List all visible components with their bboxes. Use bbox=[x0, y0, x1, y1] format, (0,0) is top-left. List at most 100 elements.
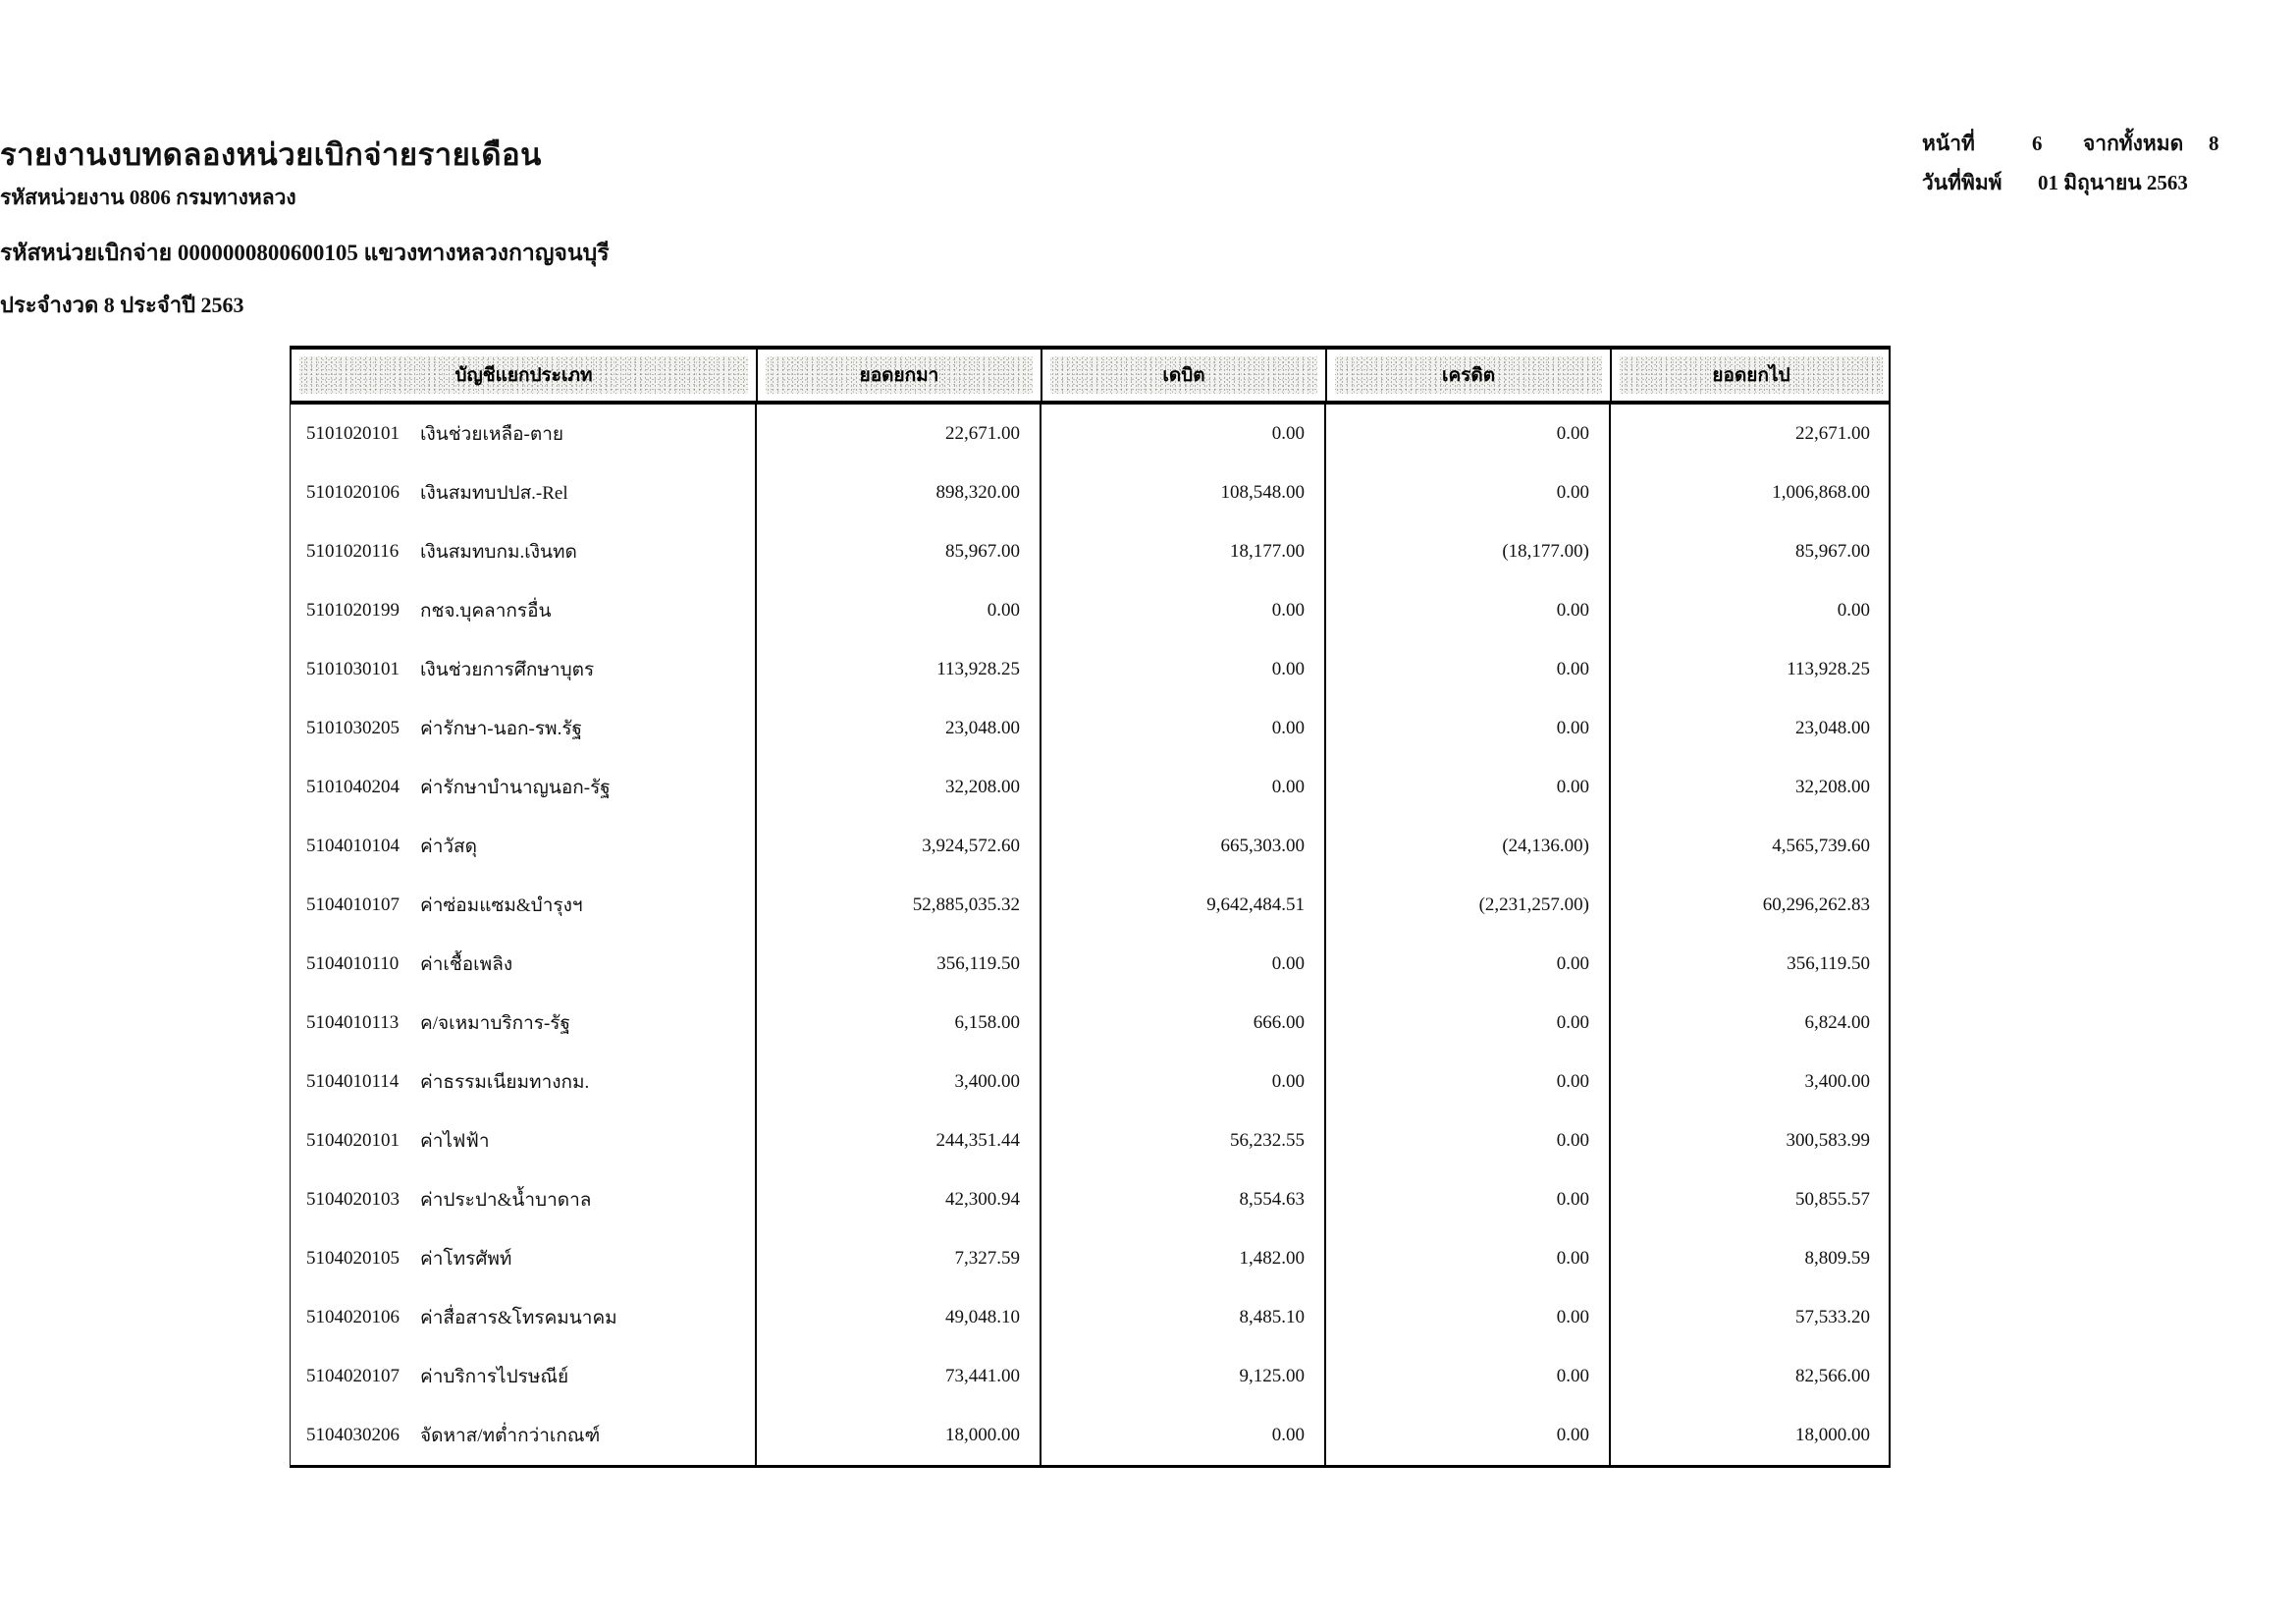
opening-balance-value: 356,119.50 bbox=[757, 935, 1041, 994]
closing-balance-value: 60,296,262.83 bbox=[1762, 894, 1870, 915]
account-cell: 5101020101 เงินช่วยเหลือ-ตาย bbox=[291, 405, 757, 463]
closing-balance-value: 356,119.50 bbox=[1787, 953, 1870, 974]
account-cell: 5101020199 กชจ.บุคลากรอื่น bbox=[291, 581, 757, 640]
table-row: 5101020199 กชจ.บุคลากรอื่น 0.00 0.00 0.0… bbox=[291, 581, 1889, 640]
account-code: 5104030206 bbox=[306, 1425, 400, 1445]
debit-value: 8,485.10 bbox=[1041, 1288, 1326, 1347]
table-row: 5104020106 ค่าสื่อสาร&โทรคมนาคม 49,048.1… bbox=[291, 1288, 1889, 1347]
credit-value: 0.00 bbox=[1326, 758, 1611, 817]
debit-value: 0.00 bbox=[1041, 758, 1326, 817]
closing-balance-value: 57,533.20 bbox=[1795, 1307, 1870, 1327]
closing-balance-value: 6,824.00 bbox=[1804, 1012, 1871, 1033]
credit-value: 0.00 bbox=[1326, 994, 1611, 1053]
account-name: เงินสมทบกม.เงินทด bbox=[420, 542, 577, 563]
account-code: 5104010113 bbox=[306, 1012, 400, 1033]
account-code: 5104020103 bbox=[306, 1189, 400, 1210]
agency-code-line: รหัสหน่วยงาน 0806 กรมทางหลวง bbox=[0, 186, 296, 209]
account-name: ค่ารักษา-นอก-รพ.รัฐ bbox=[420, 719, 583, 739]
account-code: 5104010114 bbox=[306, 1071, 400, 1092]
account-cell: 5101030101 เงินช่วยการศึกษาบุตร bbox=[291, 640, 757, 699]
column-header-account: บัญชีแยกประเภท bbox=[299, 356, 748, 394]
account-name: ค่าบริการไปรษณีย์ bbox=[420, 1367, 569, 1387]
header-cell-debit: เดบิต bbox=[1042, 350, 1327, 401]
opening-balance-value: 0.00 bbox=[757, 581, 1041, 640]
debit-value: 8,554.63 bbox=[1041, 1170, 1326, 1229]
print-date-label: วันที่พิมพ์ bbox=[1922, 171, 2002, 194]
table-row: 5104010114 ค่าธรรมเนียมทางกม. 3,400.00 0… bbox=[291, 1053, 1889, 1111]
closing-balance-value: 50,855.57 bbox=[1795, 1189, 1870, 1210]
header-cell-credit: เครดิต bbox=[1327, 350, 1612, 401]
account-code: 5104010110 bbox=[306, 953, 400, 974]
account-cell: 5101020106 เงินสมทบปปส.-Rel bbox=[291, 463, 757, 522]
account-cell: 5101020116 เงินสมทบกม.เงินทด bbox=[291, 522, 757, 581]
page-number-line: หน้าที่ 6 จากทั้งหมด 8 bbox=[1922, 128, 2266, 167]
credit-value: 0.00 bbox=[1326, 463, 1611, 522]
page-info-block: หน้าที่ 6 จากทั้งหมด 8 วันที่พิมพ์ 01 มิ… bbox=[1922, 128, 2266, 206]
debit-value: 0.00 bbox=[1041, 405, 1326, 463]
opening-balance-value: 244,351.44 bbox=[757, 1111, 1041, 1170]
table-row: 5101040204 ค่ารักษาบำนาญนอก-รัฐ 32,208.0… bbox=[291, 758, 1889, 817]
debit-value: 0.00 bbox=[1041, 699, 1326, 758]
account-code: 5104010104 bbox=[306, 836, 400, 856]
account-cell: 5104010107 ค่าซ่อมแซม&บำรุงฯ bbox=[291, 876, 757, 935]
debit-value: 0.00 bbox=[1041, 1053, 1326, 1111]
report-title: รายงานงบทดลองหน่วยเบิกจ่ายรายเดือน bbox=[0, 137, 542, 172]
account-name: เงินช่วยเหลือ-ตาย bbox=[420, 424, 563, 445]
period-line: ประจำงวด 8 ประจำปี 2563 bbox=[0, 293, 244, 317]
debit-value: 0.00 bbox=[1041, 640, 1326, 699]
closing-balance-value: 23,048.00 bbox=[1795, 718, 1870, 738]
total-pages: 8 bbox=[2209, 132, 2219, 155]
account-cell: 5104010110 ค่าเชื้อเพลิง bbox=[291, 935, 757, 994]
closing-balance-value: 1,006,868.00 bbox=[1772, 482, 1870, 503]
account-code: 5101020199 bbox=[306, 600, 400, 621]
debit-value: 108,548.00 bbox=[1041, 463, 1326, 522]
print-date-value: 01 มิถุนายน 2563 bbox=[2038, 171, 2188, 194]
credit-value: 0.00 bbox=[1326, 1229, 1611, 1288]
account-code: 5104020105 bbox=[306, 1248, 400, 1269]
credit-value: (18,177.00) bbox=[1326, 522, 1611, 581]
table-row: 5104010113 ค/จเหมาบริการ-รัฐ 6,158.00 66… bbox=[291, 994, 1889, 1053]
account-code: 5104020107 bbox=[306, 1366, 400, 1386]
opening-balance-value: 7,327.59 bbox=[757, 1229, 1041, 1288]
account-name: ค่าสื่อสาร&โทรคมนาคม bbox=[420, 1308, 617, 1328]
page-label: หน้าที่ bbox=[1922, 132, 1975, 155]
account-cell: 5104030206 จัดหาส/ทต่ำกว่าเกณฑ์ bbox=[291, 1406, 757, 1465]
table-row: 5101030101 เงินช่วยการศึกษาบุตร 113,928.… bbox=[291, 640, 1889, 699]
table-row: 5101020116 เงินสมทบกม.เงินทด 85,967.00 1… bbox=[291, 522, 1889, 581]
opening-balance-value: 32,208.00 bbox=[757, 758, 1041, 817]
account-code: 5101020116 bbox=[306, 541, 400, 562]
account-name: ค่ารักษาบำนาญนอก-รัฐ bbox=[420, 778, 611, 798]
opening-balance-value: 49,048.10 bbox=[757, 1288, 1041, 1347]
account-name: ค่าธรรมเนียมทางกม. bbox=[420, 1072, 590, 1093]
opening-balance-value: 898,320.00 bbox=[757, 463, 1041, 522]
account-name: เงินช่วยการศึกษาบุตร bbox=[420, 660, 595, 680]
column-header-opening-balance: ยอดยกมา bbox=[766, 356, 1033, 394]
credit-value: 0.00 bbox=[1326, 699, 1611, 758]
table-row: 5104020107 ค่าบริการไปรษณีย์ 73,441.00 9… bbox=[291, 1347, 1889, 1406]
closing-balance-value: 18,000.00 bbox=[1795, 1425, 1870, 1445]
account-code: 5101040204 bbox=[306, 777, 400, 797]
account-name: ค่าเชื้อเพลิง bbox=[420, 954, 513, 975]
column-header-credit: เครดิต bbox=[1335, 356, 1602, 394]
credit-value: 0.00 bbox=[1326, 1288, 1611, 1347]
table-row: 5104020101 ค่าไฟฟ้า 244,351.44 56,232.55… bbox=[291, 1111, 1889, 1170]
credit-value: 0.00 bbox=[1326, 581, 1611, 640]
opening-balance-value: 22,671.00 bbox=[757, 405, 1041, 463]
column-header-debit: เดบิต bbox=[1050, 356, 1317, 394]
account-cell: 5104020105 ค่าโทรศัพท์ bbox=[291, 1229, 757, 1288]
opening-balance-value: 42,300.94 bbox=[757, 1170, 1041, 1229]
closing-balance-value: 22,671.00 bbox=[1795, 423, 1870, 444]
credit-value: (2,231,257.00) bbox=[1326, 876, 1611, 935]
account-name: ค่าวัสดุ bbox=[420, 837, 477, 857]
account-name: จัดหาส/ทต่ำกว่าเกณฑ์ bbox=[420, 1426, 601, 1446]
credit-value: 0.00 bbox=[1326, 1053, 1611, 1111]
table-row: 5101030205 ค่ารักษา-นอก-รพ.รัฐ 23,048.00… bbox=[291, 699, 1889, 758]
account-name: กชจ.บุคลากรอื่น bbox=[420, 601, 552, 622]
debit-value: 666.00 bbox=[1041, 994, 1326, 1053]
opening-balance-value: 3,400.00 bbox=[757, 1053, 1041, 1111]
debit-value: 1,482.00 bbox=[1041, 1229, 1326, 1288]
table-row: 5104010110 ค่าเชื้อเพลิง 356,119.50 0.00… bbox=[291, 935, 1889, 994]
table-row: 5104010104 ค่าวัสดุ 3,924,572.60 665,303… bbox=[291, 817, 1889, 876]
account-cell: 5104020107 ค่าบริการไปรษณีย์ bbox=[291, 1347, 757, 1406]
